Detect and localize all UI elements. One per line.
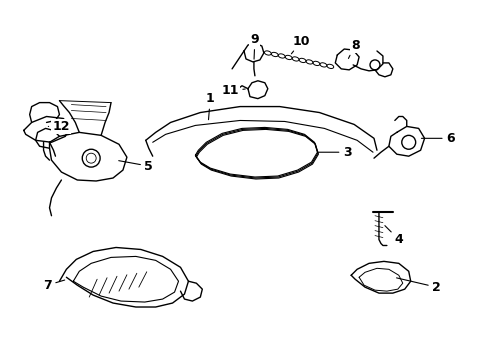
Text: 2: 2 xyxy=(396,278,440,294)
Text: 1: 1 xyxy=(205,92,214,120)
Text: 10: 10 xyxy=(291,35,310,54)
Text: 3: 3 xyxy=(318,146,351,159)
Text: 7: 7 xyxy=(43,279,64,292)
Text: 8: 8 xyxy=(348,39,359,58)
Text: 11: 11 xyxy=(221,84,244,97)
Text: 4: 4 xyxy=(384,226,402,246)
Text: 5: 5 xyxy=(119,159,153,172)
Text: 6: 6 xyxy=(421,132,454,145)
Text: 9: 9 xyxy=(250,33,259,59)
Text: 12: 12 xyxy=(48,120,70,133)
